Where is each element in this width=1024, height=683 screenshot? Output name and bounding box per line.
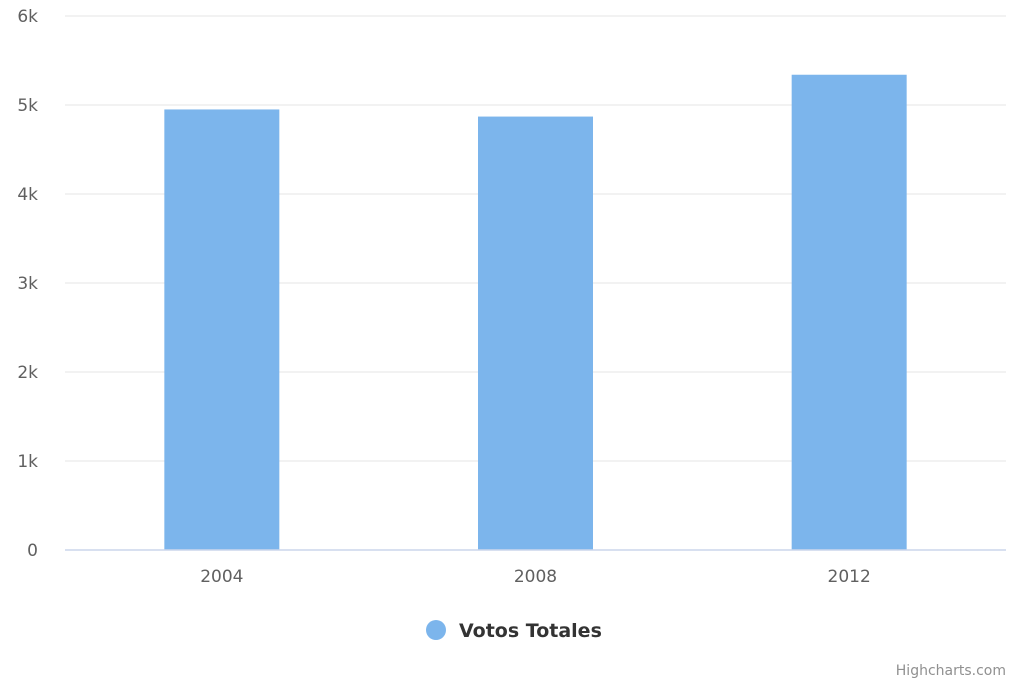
bars[interactable] [164, 74, 907, 551]
legend-item-votos-totales[interactable]: Votos Totales [459, 620, 602, 642]
y-tick-label: 0 [27, 541, 38, 561]
credits-link[interactable]: Highcharts.com [896, 663, 1006, 679]
bar-2012[interactable] [791, 74, 907, 551]
y-tick-label: 3k [17, 274, 38, 294]
x-tick-label: 2012 [828, 567, 871, 587]
y-tick-label: 5k [17, 96, 38, 116]
x-tick-label: 2004 [200, 567, 243, 587]
legend[interactable]: Votos Totales [426, 620, 602, 642]
y-axis-labels: 0 1k 2k 3k 4k 5k 6k [17, 7, 38, 561]
y-tick-label: 1k [17, 452, 38, 472]
y-tick-label: 2k [17, 363, 38, 383]
y-tick-label: 4k [17, 185, 38, 205]
bar-2004[interactable] [164, 109, 280, 550]
bar-2008[interactable] [478, 116, 593, 550]
x-tick-label: 2008 [514, 567, 557, 587]
legend-symbol[interactable] [426, 620, 446, 640]
y-tick-label: 6k [17, 7, 38, 27]
x-axis-labels: 2004 2008 2012 [200, 567, 871, 587]
